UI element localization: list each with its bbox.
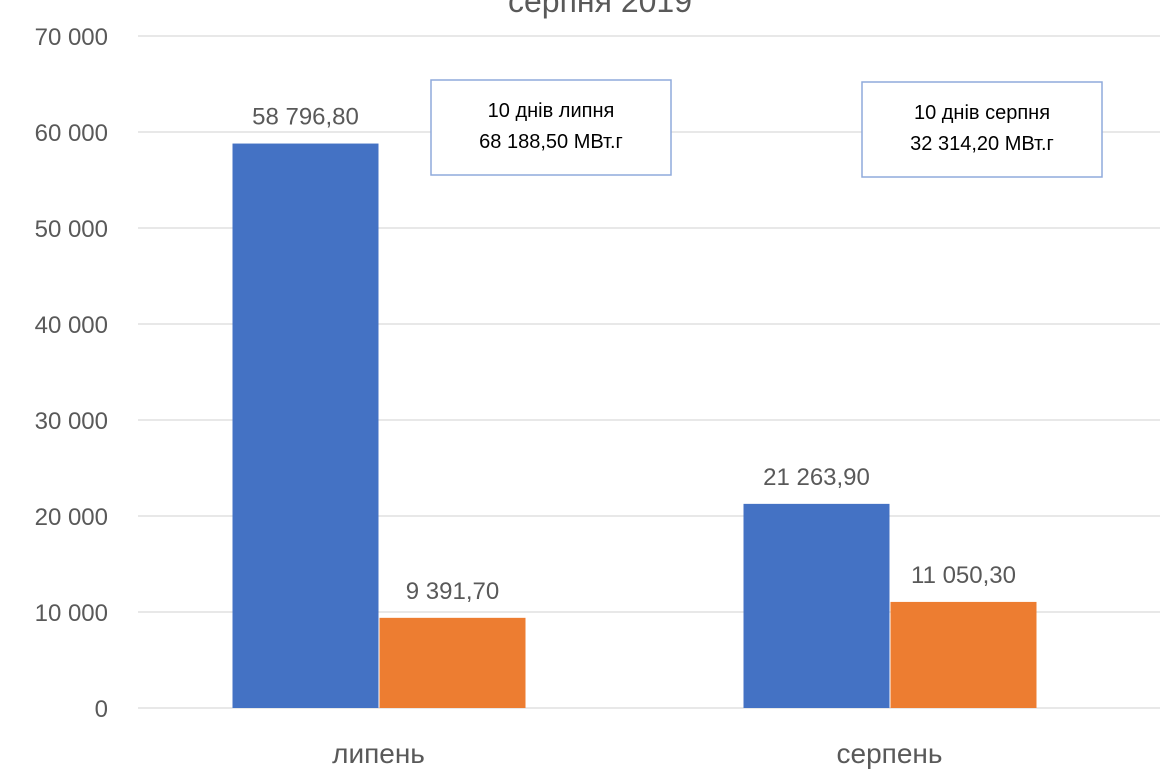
bar xyxy=(379,617,526,708)
annotation-box xyxy=(430,79,672,176)
annotation-box xyxy=(861,81,1103,178)
x-tick-label: серпень xyxy=(837,738,943,769)
annotation-text: 10 днів липня xyxy=(488,100,615,122)
annotation-text: 68 188,50 МВт.г xyxy=(479,131,623,153)
y-tick-label: 0 xyxy=(95,696,108,723)
y-tick-label: 70 000 xyxy=(35,24,108,51)
annotation-text: 32 314,20 МВт.г xyxy=(910,133,1054,155)
y-tick-label: 10 000 xyxy=(35,600,108,627)
bar xyxy=(890,601,1037,708)
x-tick-label: липень xyxy=(332,738,425,769)
y-tick-label: 60 000 xyxy=(35,120,108,147)
y-tick-label: 30 000 xyxy=(35,408,108,435)
data-label: 21 263,90 xyxy=(763,464,870,491)
bar xyxy=(743,503,890,708)
y-tick-label: 50 000 xyxy=(35,216,108,243)
data-label: 11 050,30 xyxy=(911,562,1016,589)
y-tick-label: 20 000 xyxy=(35,504,108,531)
annotation-text: 10 днів серпня xyxy=(914,102,1050,124)
chart-title: серпня 2019 xyxy=(508,0,692,19)
y-tick-label: 40 000 xyxy=(35,312,108,339)
bar xyxy=(232,143,379,708)
data-label: 58 796,80 xyxy=(252,104,359,131)
data-label: 9 391,70 xyxy=(406,578,499,605)
